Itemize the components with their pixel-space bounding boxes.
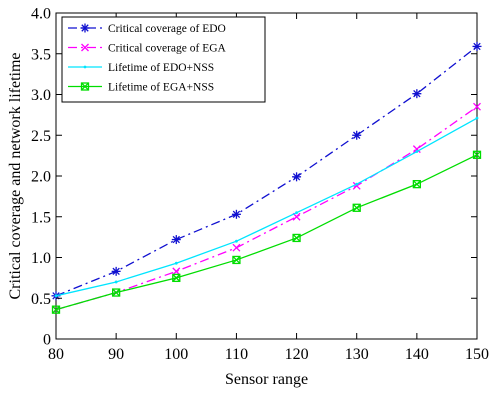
y-axis-label: Critical coverage and network lifetime xyxy=(7,52,24,299)
data-point xyxy=(412,89,421,98)
y-tick-label: 0 xyxy=(43,332,51,349)
y-tick-label: 3.5 xyxy=(31,46,51,63)
x-tick-label: 90 xyxy=(108,346,124,363)
data-point xyxy=(355,183,358,186)
x-tick-label: 120 xyxy=(285,346,309,363)
x-tick-label: 140 xyxy=(405,346,429,363)
data-point xyxy=(473,42,482,51)
x-tick-label: 100 xyxy=(164,346,188,363)
legend-label: Lifetime of EGA+NSS xyxy=(108,82,214,94)
x-axis-label: Sensor range xyxy=(225,371,308,388)
y-tick-label: 3.0 xyxy=(31,87,51,104)
legend-marker xyxy=(84,66,87,69)
data-point xyxy=(175,262,178,265)
data-point xyxy=(415,150,418,153)
data-point xyxy=(292,172,301,181)
y-tick-label: 4.0 xyxy=(31,6,51,23)
y-tick-label: 2.0 xyxy=(31,169,51,186)
x-tick-label: 130 xyxy=(345,346,369,363)
y-tick-label: 0.5 xyxy=(31,291,51,308)
data-point xyxy=(55,294,58,297)
y-tick-label: 2.5 xyxy=(31,128,51,145)
x-tick-label: 110 xyxy=(225,346,248,363)
y-tick-label: 1.0 xyxy=(31,250,51,267)
data-point xyxy=(476,117,479,120)
legend-label: Critical coverage of EDO xyxy=(108,23,226,35)
y-tick-label: 1.5 xyxy=(31,209,51,226)
data-point xyxy=(352,131,361,140)
data-point xyxy=(112,267,121,276)
data-point xyxy=(115,281,118,284)
x-tick-label: 80 xyxy=(48,346,64,363)
x-tick-label: 150 xyxy=(465,346,489,363)
legend-label: Lifetime of EDO+NSS xyxy=(108,62,214,74)
legend-marker xyxy=(81,24,90,33)
data-point xyxy=(235,240,238,243)
data-point xyxy=(295,211,298,214)
data-point xyxy=(232,210,241,219)
legend-label: Critical coverage of EGA xyxy=(108,43,227,55)
data-point xyxy=(172,235,181,244)
